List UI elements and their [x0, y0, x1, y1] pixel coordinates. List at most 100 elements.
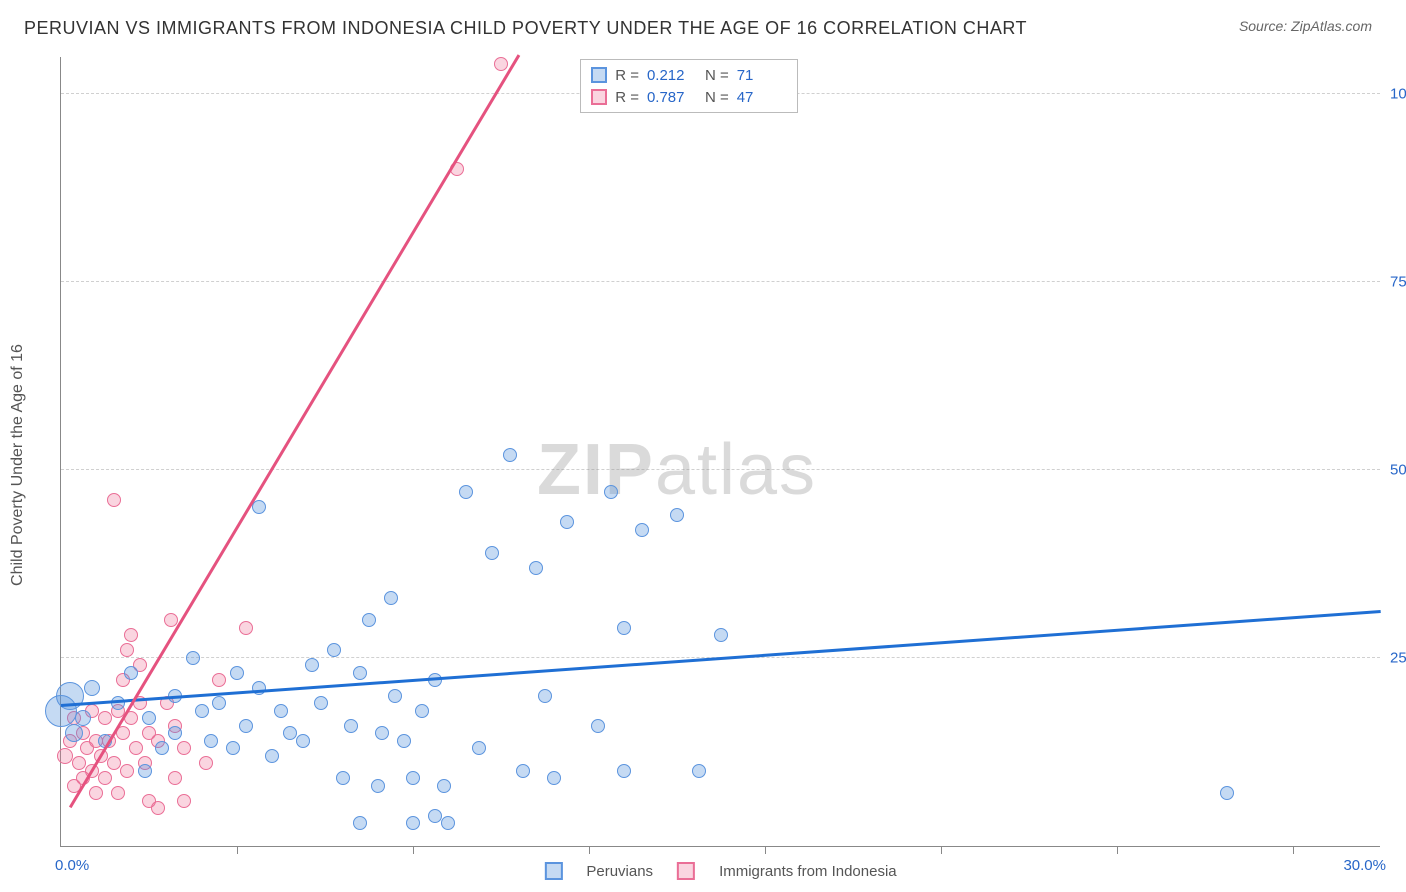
gridline: 50.0% [61, 469, 1380, 470]
scatter-point-blue [591, 719, 605, 733]
stat-n-label: N = [705, 89, 729, 106]
scatter-point-pink [72, 756, 86, 770]
legend-swatch [591, 67, 607, 83]
y-tick-label: 25.0% [1382, 649, 1406, 666]
scatter-point-blue [670, 508, 684, 522]
scatter-point-blue [239, 719, 253, 733]
scatter-point-blue [371, 779, 385, 793]
scatter-point-blue [459, 485, 473, 499]
scatter-point-blue [305, 658, 319, 672]
scatter-point-blue [195, 704, 209, 718]
scatter-point-blue [230, 666, 244, 680]
scatter-point-blue [226, 741, 240, 755]
scatter-point-blue [503, 448, 517, 462]
scatter-point-blue [375, 726, 389, 740]
y-tick-label: 50.0% [1382, 461, 1406, 478]
scatter-point-pink [89, 786, 103, 800]
scatter-point-pink [124, 628, 138, 642]
scatter-point-blue [388, 689, 402, 703]
scatter-point-blue [212, 696, 226, 710]
scatter-point-blue [204, 734, 218, 748]
scatter-point-blue [124, 666, 138, 680]
scatter-point-blue [111, 696, 125, 710]
scatter-point-pink [107, 756, 121, 770]
legend-swatch [591, 89, 607, 105]
scatter-point-blue [406, 816, 420, 830]
scatter-point-pink [98, 711, 112, 725]
scatter-point-blue [75, 710, 91, 726]
x-tick [1117, 846, 1118, 854]
scatter-point-pink [239, 621, 253, 635]
legend-label: Peruvians [586, 863, 653, 880]
scatter-point-blue [252, 681, 266, 695]
stat-r-label: R = [615, 89, 639, 106]
scatter-point-blue [138, 764, 152, 778]
scatter-point-pink [98, 771, 112, 785]
stat-r-label: R = [615, 67, 639, 84]
stat-n-value: 47 [737, 89, 787, 106]
scatter-point-blue [344, 719, 358, 733]
x-tick-label-min: 0.0% [55, 857, 89, 874]
scatter-point-pink [212, 673, 226, 687]
scatter-point-blue [274, 704, 288, 718]
scatter-point-blue [485, 546, 499, 560]
scatter-point-blue [617, 764, 631, 778]
stats-box: R =0.212N =71R =0.787N =47 [580, 59, 798, 113]
scatter-point-blue [428, 673, 442, 687]
scatter-point-pink [494, 57, 508, 71]
scatter-point-pink [107, 493, 121, 507]
legend-label: Immigrants from Indonesia [719, 863, 897, 880]
legend-swatch [544, 862, 562, 880]
gridline: 75.0% [61, 281, 1380, 282]
y-tick-label: 100.0% [1382, 85, 1406, 102]
x-tick [941, 846, 942, 854]
source-name: ZipAtlas.com [1291, 18, 1372, 34]
scatter-point-blue [437, 779, 451, 793]
scatter-point-blue [353, 666, 367, 680]
stat-n-label: N = [705, 67, 729, 84]
scatter-point-pink [120, 764, 134, 778]
scatter-point-blue [155, 741, 169, 755]
trend-line [69, 54, 520, 808]
x-tick [413, 846, 414, 854]
scatter-point-blue [265, 749, 279, 763]
trend-line [61, 610, 1381, 707]
scatter-point-pink [199, 756, 213, 770]
scatter-point-blue [604, 485, 618, 499]
chart-container: Child Poverty Under the Age of 16 Peruvi… [0, 47, 1406, 883]
scatter-point-blue [362, 613, 376, 627]
y-tick-label: 75.0% [1382, 273, 1406, 290]
scatter-point-blue [529, 561, 543, 575]
source-prefix: Source: [1239, 18, 1291, 34]
source-label: Source: ZipAtlas.com [1239, 18, 1382, 34]
series-legend: Peruvians Immigrants from Indonesia [544, 862, 896, 880]
scatter-point-blue [428, 809, 442, 823]
scatter-point-blue [617, 621, 631, 635]
plot-area: PeruviansImmigrants from Indonesia 25.0%… [60, 57, 1380, 847]
scatter-point-blue [65, 724, 83, 742]
scatter-point-blue [353, 816, 367, 830]
scatter-point-blue [692, 764, 706, 778]
scatter-point-blue [142, 711, 156, 725]
scatter-point-pink [177, 794, 191, 808]
scatter-point-blue [283, 726, 297, 740]
scatter-point-blue [336, 771, 350, 785]
watermark: ZIPatlas [537, 429, 817, 511]
scatter-point-pink [151, 801, 165, 815]
x-tick [237, 846, 238, 854]
scatter-point-pink [120, 643, 134, 657]
scatter-point-blue [384, 591, 398, 605]
x-tick [1293, 846, 1294, 854]
scatter-point-blue [314, 696, 328, 710]
scatter-point-pink [129, 741, 143, 755]
stat-r-value: 0.212 [647, 67, 697, 84]
scatter-point-blue [441, 816, 455, 830]
chart-title: PERUVIAN VS IMMIGRANTS FROM INDONESIA CH… [24, 18, 1027, 39]
scatter-point-blue [472, 741, 486, 755]
scatter-point-blue [168, 726, 182, 740]
scatter-point-pink [177, 741, 191, 755]
scatter-point-blue [84, 680, 100, 696]
legend-swatch [677, 862, 695, 880]
scatter-point-blue [538, 689, 552, 703]
y-axis-label: Child Poverty Under the Age of 16 [9, 344, 27, 586]
